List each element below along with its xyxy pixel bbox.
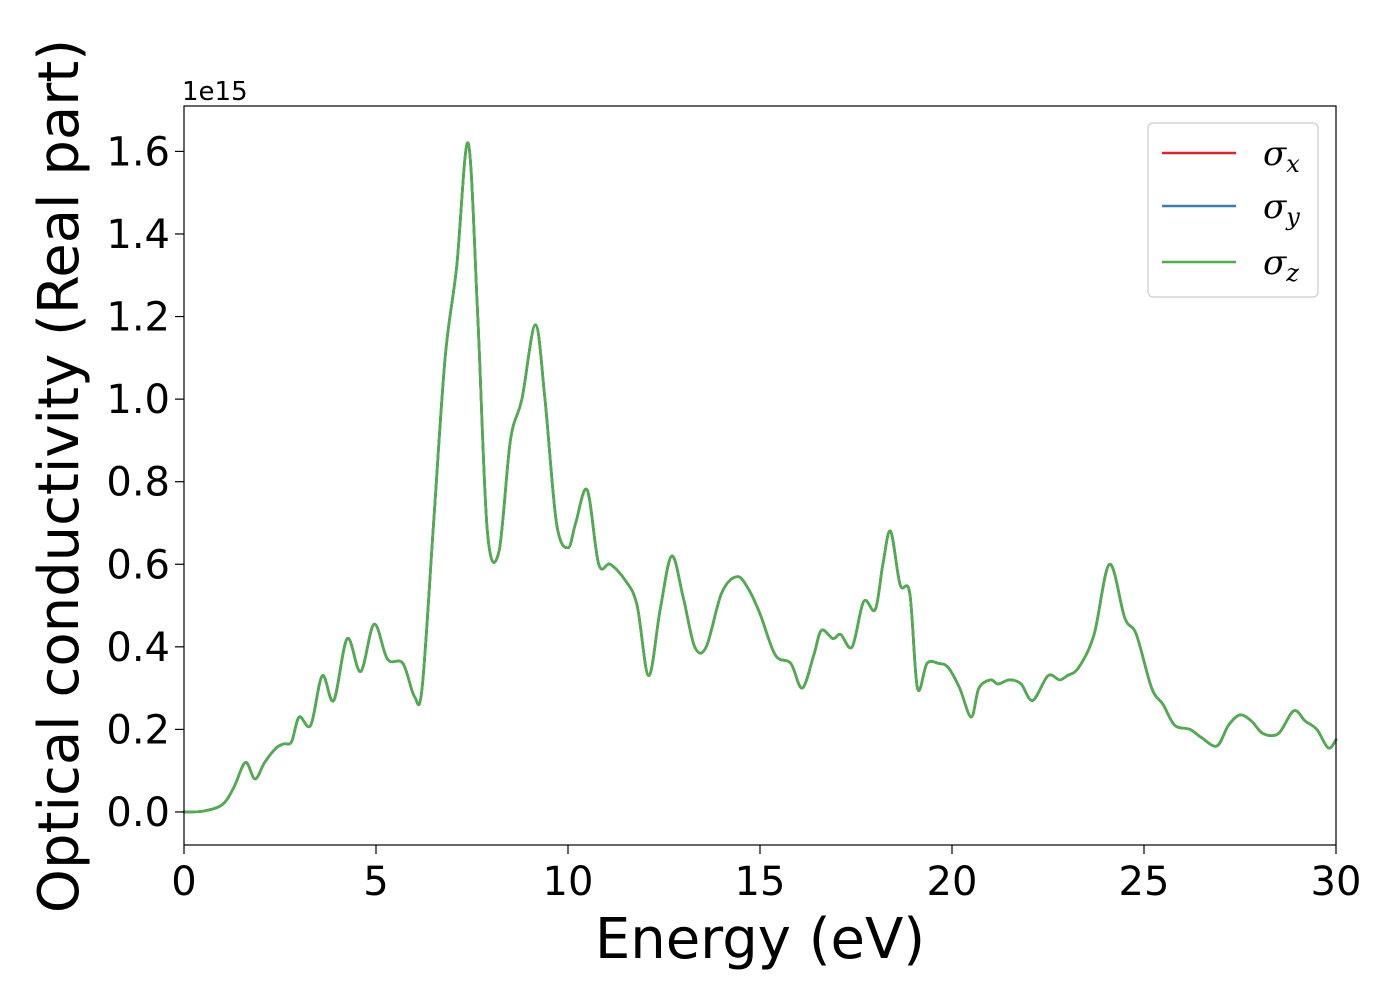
y-tick-label: 1.6 [106,129,170,175]
y-axis-label: Optical conductivity (Real part) [27,39,92,913]
y-tick-label: 1.0 [106,377,170,423]
legend-label-z: σz [1263,243,1299,287]
legend: σx σy σz [1147,122,1319,298]
x-tick-label: 25 [1119,859,1170,905]
x-tick-label: 5 [363,859,388,905]
legend-box [1147,122,1319,298]
legend-label-y: σy [1263,187,1300,231]
y-tick-label: 0.8 [106,460,170,506]
y-tick-label: 0.6 [106,542,170,588]
x-tick-label: 20 [927,859,978,905]
y-tick-label: 0.4 [106,625,170,671]
y-axis-ticks: 0.0 0.2 0.4 0.6 0.8 1.0 1.2 1.4 1.6 [106,129,184,836]
legend-label-x: σx [1263,134,1300,178]
x-tick-label: 15 [735,859,786,905]
y-tick-label: 0.0 [106,790,170,836]
y-tick-label: 1.2 [106,295,170,341]
x-axis-ticks: 0 5 10 15 20 25 30 [171,845,1361,905]
x-tick-label: 30 [1311,859,1362,905]
series-lines [182,141,1338,814]
x-tick-label: 10 [543,859,594,905]
y-tick-label: 1.4 [106,212,170,258]
y-offset-label: 1e15 [182,77,248,107]
x-axis-label: Energy (eV) [595,907,925,972]
x-tick-label: 0 [171,859,196,905]
y-tick-label: 0.2 [106,707,170,753]
series-line-z [182,141,1338,814]
